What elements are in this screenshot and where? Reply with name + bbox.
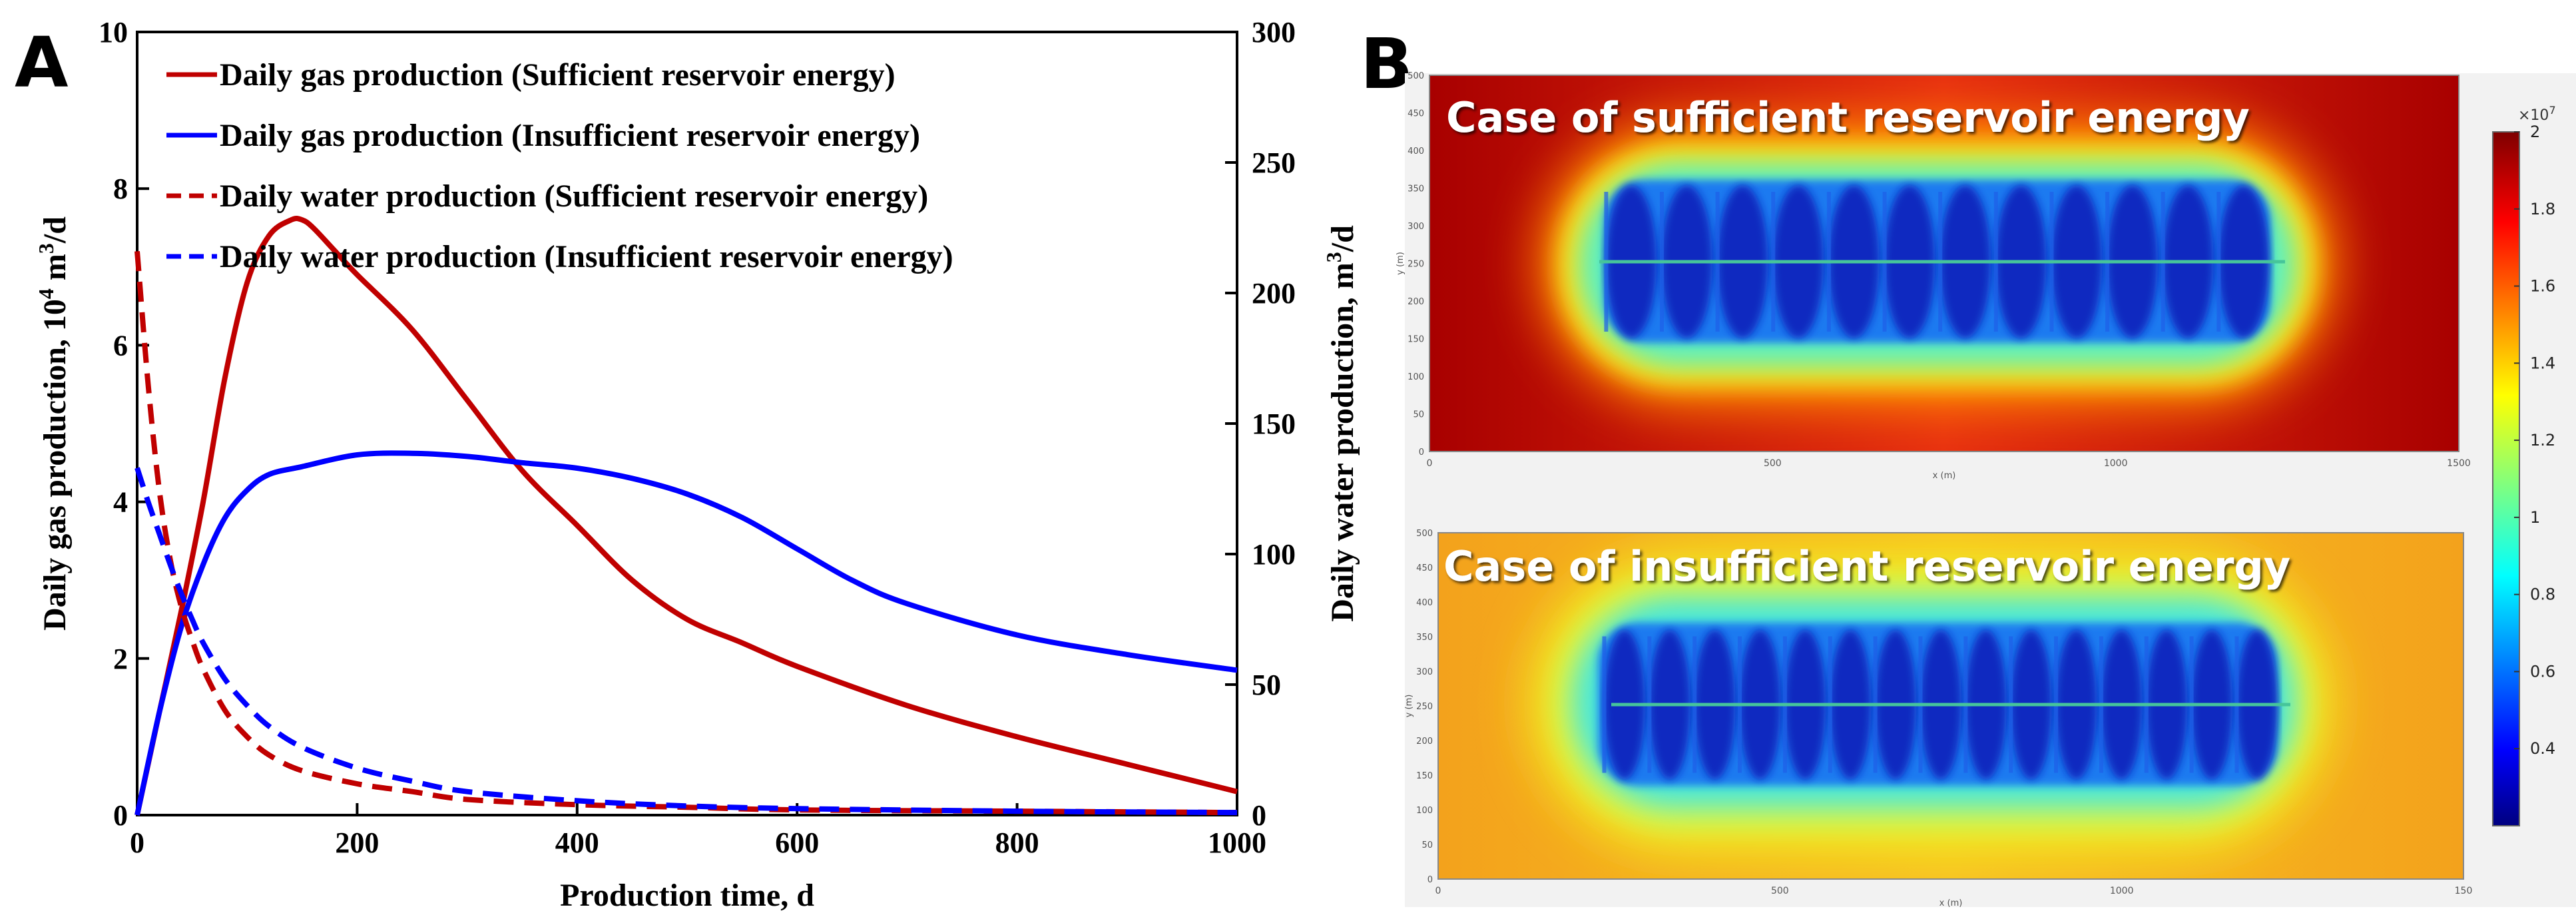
y-left-tick-label: 10 <box>99 16 128 49</box>
colorbar-tick-label: 1.6 <box>2530 277 2555 296</box>
map-x-tick-label: 500 <box>1771 886 1789 896</box>
legend: Daily gas production (Sufficient reservo… <box>166 57 953 274</box>
map-y-tick-label: 0 <box>1427 875 1433 885</box>
map-title: Case of sufficient reservoir energy <box>1446 93 2250 142</box>
map-y-tick-label: 450 <box>1416 563 1433 573</box>
map-y-tick-label: 500 <box>1416 529 1433 539</box>
map-y-tick-label: 0 <box>1419 448 1424 458</box>
map-x-tick-label: 150 <box>2455 886 2473 896</box>
map-frame <box>1429 75 2459 452</box>
y-right-tick-label: 250 <box>1252 147 1296 179</box>
series-line-2 <box>134 450 1238 816</box>
map-x-tick-label: 0 <box>1435 886 1441 896</box>
map-y-tick-label: 150 <box>1408 335 1424 345</box>
colorbar-exponent: ×107 <box>2518 104 2556 125</box>
map-x-tick-label: 0 <box>1427 458 1433 469</box>
colorbar-tick-label: 0.4 <box>2530 739 2555 758</box>
y-right-tick-label: 300 <box>1252 16 1296 49</box>
map-y-tick-label: 300 <box>1416 667 1433 677</box>
colorbar-tick-label: 1 <box>2530 508 2540 527</box>
heatmap-sufficient: Case of sufficient reservoir energy 0 500… <box>1396 71 2471 481</box>
map-y-tick-label: 50 <box>1421 840 1433 850</box>
legend-label: Daily water production (Sufficient reser… <box>220 178 928 214</box>
colorbar-tick-label: 2 <box>2530 123 2540 141</box>
map-y-tick-label: 300 <box>1408 222 1424 232</box>
map-frame <box>1437 532 2464 880</box>
x-tick-label: 1000 <box>1208 826 1266 859</box>
map-x-tick-label: 1000 <box>2110 886 2134 896</box>
map-y-tick-label: 100 <box>1416 806 1433 816</box>
x-tick-label: 800 <box>995 826 1039 859</box>
line-chart-production: 0 200 400 600 800 100002468100501001502002503… <box>34 16 1360 913</box>
x-tick-label: 600 <box>775 826 819 859</box>
colorbar-tick-label: 1.8 <box>2530 200 2555 218</box>
y-right-tick-label: 200 <box>1252 277 1296 310</box>
map-y-tick-label: 250 <box>1416 702 1433 712</box>
y-left-tick-label: 0 <box>113 799 128 832</box>
map-x-label: x (m) <box>1933 471 1956 481</box>
map-y-label: y (m) <box>1404 695 1414 718</box>
y-right-tick-label: 150 <box>1252 408 1296 440</box>
map-y-tick-label: 350 <box>1408 184 1424 194</box>
colorbar-tick-label: 0.6 <box>2530 662 2555 681</box>
map-y-label: y (m) <box>1396 252 1406 275</box>
map-y-tick-label: 500 <box>1408 71 1424 81</box>
y-axis-left-label: Daily gas production, 104 m3/d <box>34 216 73 631</box>
colorbar-tick-label: 1.4 <box>2530 354 2555 372</box>
y-right-tick-label: 0 <box>1252 799 1266 832</box>
colorbar: ×107 2 1.8 1.6 1.4 1.2 1 0.8 0.6 0.4 <box>2492 104 2556 826</box>
map-y-tick-label: 400 <box>1408 147 1424 156</box>
panel-label-a: A <box>15 22 69 103</box>
map-y-tick-label: 400 <box>1416 598 1433 608</box>
series-line-4 <box>134 467 1238 816</box>
series-line-3 <box>134 250 1238 816</box>
axis-ticks: 0 200 400 600 800 100002468100501001502002503… <box>99 16 1296 859</box>
map-y-tick-label: 250 <box>1408 260 1424 270</box>
map-x-label: x (m) <box>1939 898 1963 908</box>
legend-label: Daily water production (Insufficient res… <box>220 239 953 274</box>
y-left-tick-label: 4 <box>113 486 128 519</box>
map-x-tick-label: 1000 <box>2104 458 2128 469</box>
map-title: Case of insufficient reservoir energy <box>1443 542 2290 591</box>
y-right-tick-label: 50 <box>1252 669 1281 701</box>
map-y-tick-label: 200 <box>1408 297 1424 307</box>
y-left-tick-label: 2 <box>113 643 128 675</box>
legend-label: Daily gas production (Insufficient reser… <box>220 118 920 153</box>
map-y-tick-label: 50 <box>1413 410 1424 420</box>
map-x-tick-label: 500 <box>1764 458 1782 469</box>
x-tick-label: 0 <box>130 826 144 859</box>
x-tick-label: 400 <box>555 826 599 859</box>
map-y-tick-label: 200 <box>1416 737 1433 747</box>
colorbar-gradient <box>2492 131 2520 826</box>
colorbar-tick-label: 1.2 <box>2530 431 2555 450</box>
map-y-tick-label: 350 <box>1416 633 1433 643</box>
y-left-tick-label: 6 <box>113 329 128 362</box>
panel-label-b: B <box>1360 23 1413 105</box>
map-y-tick-label: 100 <box>1408 372 1424 382</box>
colorbar-tick-label: 0.8 <box>2530 585 2555 604</box>
series-line-1 <box>134 215 1238 816</box>
map-y-tick-label: 450 <box>1408 109 1424 119</box>
colorbar-ticks: 2 1.8 1.6 1.4 1.2 1 0.8 0.6 0.4 <box>2514 123 2555 758</box>
map-x-tick-label: 1500 <box>2447 458 2471 469</box>
map-y-tick-label: 150 <box>1416 771 1433 781</box>
y-left-tick-label: 8 <box>113 172 128 205</box>
x-tick-label: 200 <box>335 826 379 859</box>
y-right-tick-label: 100 <box>1252 538 1296 571</box>
y-axis-right-label: Daily water production, m3/d <box>1322 225 1360 622</box>
colorbar-panel-background <box>2473 73 2576 907</box>
x-axis-label: Production time, d <box>560 878 814 913</box>
series-layer <box>134 215 1238 816</box>
legend-label: Daily gas production (Sufficient reservo… <box>220 57 896 93</box>
